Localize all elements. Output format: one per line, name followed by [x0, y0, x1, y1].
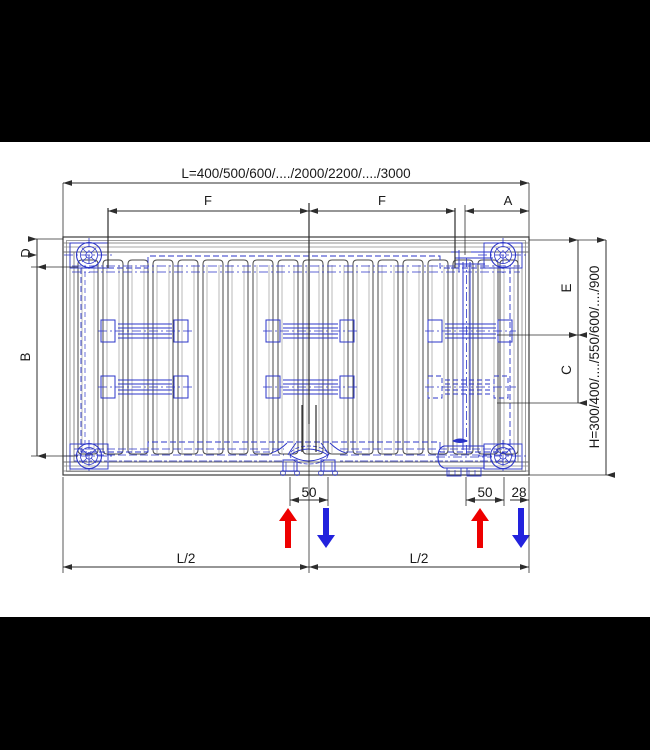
- convector-fin: [227, 259, 249, 455]
- convector-fin: [127, 259, 149, 455]
- hidden-construction-geometry: [64, 238, 528, 477]
- connection-fitting-bottom-left: [64, 440, 114, 474]
- return-arrow-right: [512, 508, 530, 548]
- convector-fin: [402, 259, 424, 455]
- upper-header-pipe: [72, 265, 520, 273]
- dimension-right-tap-50: 50: [465, 477, 505, 506]
- dimension-edge-28: 28: [510, 477, 530, 506]
- dimension-label-a: A: [504, 193, 513, 208]
- convector-fin: [377, 259, 399, 455]
- dimension-c: C: [497, 332, 587, 406]
- dimension-label-c: C: [559, 365, 574, 375]
- fin-clip-bracket-left-upper: [98, 319, 192, 343]
- convector-fin-group: [77, 259, 519, 455]
- dimension-label-d: D: [18, 248, 33, 257]
- dimension-label-f-right: F: [378, 193, 386, 208]
- fin-clip-bracket-right-lower: [425, 375, 516, 399]
- convector-fin: [427, 259, 449, 455]
- center-bottom-valve-assembly: [254, 442, 362, 476]
- section-cut-marks: [107, 203, 456, 452]
- right-bottom-valve-body: [436, 438, 492, 477]
- dimension-label-overall-length: L=400/500/600/..../2000/2200/..../3000: [181, 166, 410, 181]
- dimension-row-f-f-a: F F A: [108, 193, 529, 255]
- dimension-label-overall-height: H=300/400/..../550/600/..../900: [587, 266, 602, 449]
- convector-fin: [499, 259, 519, 455]
- convector-fin: [102, 259, 124, 455]
- return-arrow-center: [317, 508, 335, 548]
- dimension-overall-length: L=400/500/600/..../2000/2200/..../3000: [62, 166, 530, 240]
- letterbox-bottom: [0, 617, 650, 750]
- dimension-b: B: [18, 252, 78, 459]
- fin-clip-bracket-left-lower: [98, 375, 192, 399]
- convector-fin: [302, 259, 324, 455]
- supply-arrow-right: [471, 508, 489, 548]
- right-riser-pipe: [451, 250, 493, 455]
- dimension-label-f-left: F: [204, 193, 212, 208]
- convector-fin: [477, 259, 499, 455]
- dimension-label-b: B: [18, 352, 33, 361]
- fin-clip-bracket-center-upper: [263, 319, 358, 343]
- supply-arrow-center: [279, 508, 297, 548]
- dimension-overall-height: H=300/400/..../550/600/..../900: [529, 237, 615, 478]
- dimension-label-edge-28: 28: [511, 485, 526, 500]
- panel-envelope-dashed: [81, 255, 510, 269]
- convector-fin: [277, 259, 299, 455]
- connection-fitting-bottom-right: [478, 440, 528, 474]
- connection-fitting-top-right: [478, 238, 528, 273]
- dimension-label-half-length-left: L/2: [177, 551, 196, 566]
- letterbox-top: [0, 0, 650, 142]
- panel-envelope-dashed: [81, 441, 510, 453]
- convector-fin: [177, 259, 199, 455]
- fin-clip-bracket-center-lower: [263, 375, 358, 399]
- dimension-half-length: L/2 L/2: [62, 424, 530, 573]
- convector-fin: [352, 259, 374, 455]
- convector-fin: [77, 259, 99, 455]
- flow-arrow-group: [279, 508, 530, 548]
- convector-fin: [202, 259, 224, 455]
- convector-fin: [252, 259, 274, 455]
- convector-fin: [327, 259, 349, 455]
- dimension-label-half-length-right: L/2: [410, 551, 429, 566]
- dimension-label-right-tap-50: 50: [477, 485, 492, 500]
- lower-header-pipe: [74, 448, 516, 462]
- connection-fitting-top-left: [64, 238, 114, 273]
- dimension-label-e: E: [559, 283, 574, 292]
- convector-fin: [152, 259, 174, 455]
